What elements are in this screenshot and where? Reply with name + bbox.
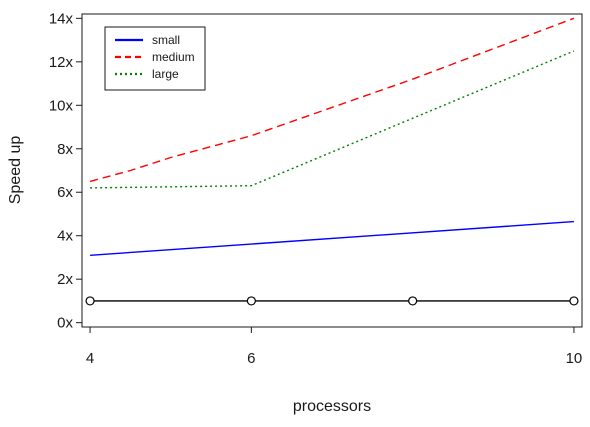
data-point	[246, 296, 256, 306]
series-layer	[85, 17, 579, 306]
data-point	[408, 296, 418, 306]
data-point	[85, 296, 95, 306]
x-axis-title: processors	[293, 398, 371, 415]
y-tick-label: 6x	[57, 184, 73, 201]
data-point	[569, 296, 579, 306]
y-tick-label: 14x	[49, 10, 74, 27]
y-tick-label: 12x	[49, 54, 74, 71]
legend-box	[104, 26, 206, 91]
series-line-large	[90, 50, 575, 189]
y-tick-label: 10x	[49, 97, 74, 114]
y-axis-title: Speed up	[7, 136, 24, 205]
y-tick-label: 8x	[57, 141, 73, 158]
y-tick-label: 2x	[57, 271, 73, 288]
legend-label-large: large	[152, 67, 179, 81]
series-line-medium	[89, 17, 575, 183]
legend-label-small: small	[152, 33, 180, 47]
x-tick-label: 10	[566, 350, 583, 367]
plot-border	[81, 13, 583, 328]
x-tick-label: 4	[86, 350, 94, 367]
series-line-small	[90, 220, 574, 256]
y-axis: 0x 2x 4x 6x 8x 10x 12x 14x	[49, 10, 82, 332]
x-axis: 4 6 10	[86, 327, 582, 367]
legend: small medium large	[104, 26, 206, 91]
legend-label-medium: medium	[152, 50, 195, 64]
y-tick-label: 0x	[57, 315, 73, 332]
y-tick-label: 4x	[57, 228, 73, 245]
x-tick-label: 6	[247, 350, 255, 367]
